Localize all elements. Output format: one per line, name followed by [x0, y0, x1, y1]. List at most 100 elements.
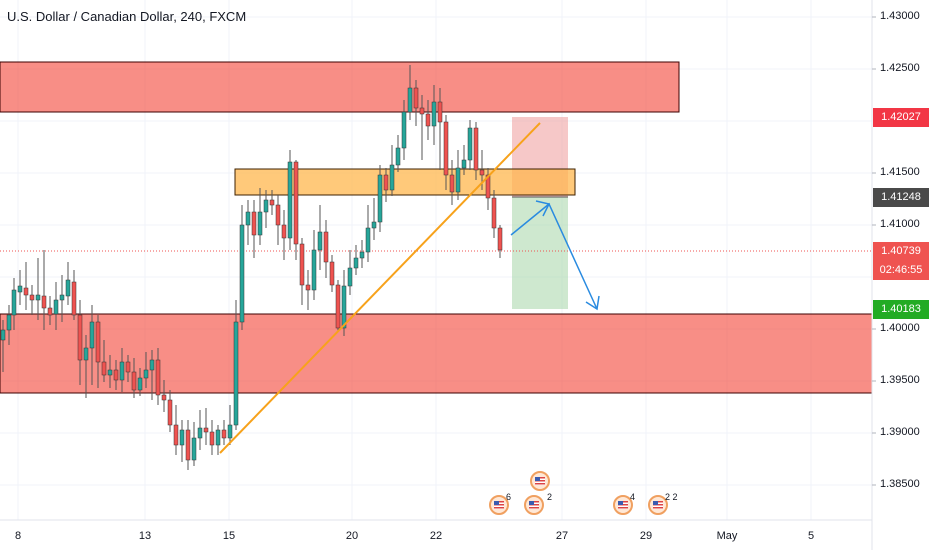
- candle-body: [425, 113, 431, 127]
- candle-body: [41, 295, 47, 309]
- time-tick: 22: [429, 530, 443, 542]
- candle-body: [275, 204, 281, 226]
- candle-body: [209, 431, 215, 446]
- take-profit-zone: [512, 197, 568, 309]
- price-tick: 1.41500: [880, 166, 920, 178]
- candle-body: [185, 429, 191, 461]
- candle-body: [455, 167, 461, 193]
- candle-body: [299, 243, 305, 286]
- us-flag-icon[interactable]: [648, 495, 668, 515]
- candle-body: [6, 314, 12, 331]
- candle-body: [65, 279, 71, 297]
- event-count: 2: [547, 492, 553, 502]
- candle-body: [407, 87, 413, 113]
- candle-body: [449, 174, 455, 193]
- candle-body: [89, 321, 95, 349]
- price-tick: 1.42500: [880, 62, 920, 74]
- candle-body: [203, 427, 209, 433]
- candle-body: [353, 257, 359, 269]
- candle-body: [173, 424, 179, 446]
- candle-body: [365, 227, 371, 253]
- candle-body: [473, 127, 479, 171]
- candle-body: [215, 429, 221, 446]
- price-tick: 1.43000: [880, 10, 920, 22]
- candle-body: [419, 107, 425, 115]
- event-count: 4: [630, 492, 636, 502]
- last-price-tag: 1.40739: [873, 242, 929, 261]
- candle-body: [317, 231, 323, 251]
- candle-body: [347, 267, 353, 287]
- candles: [0, 65, 503, 470]
- candle-body: [389, 164, 395, 191]
- candle-body: [413, 87, 419, 109]
- candle-body: [227, 424, 233, 439]
- price-tick: 1.40000: [880, 322, 920, 334]
- candle-body: [311, 249, 317, 291]
- candle-body: [155, 359, 161, 396]
- candle-body: [431, 101, 437, 127]
- candle-body: [287, 161, 293, 239]
- time-tick: 13: [138, 530, 152, 542]
- candle-body: [191, 437, 197, 461]
- candle-body: [95, 321, 101, 363]
- candle-body: [239, 224, 245, 323]
- candle-body: [233, 321, 239, 426]
- candle-body: [23, 287, 29, 296]
- price-tick: 1.39500: [880, 374, 920, 386]
- lower-price-tag: 1.40183: [873, 300, 929, 319]
- us-flag-icon[interactable]: [489, 495, 509, 515]
- resistance-zone: [0, 61, 680, 113]
- candle-body: [29, 294, 35, 301]
- upper-price-tag: 1.42027: [873, 108, 929, 127]
- candle-body: [335, 284, 341, 329]
- time-tick: 8: [14, 530, 22, 542]
- candle-body: [119, 361, 125, 381]
- candle-body: [305, 284, 311, 291]
- candle-body: [167, 399, 173, 426]
- candle-body: [263, 199, 269, 213]
- candle-body: [443, 121, 449, 176]
- projection-arrow: [510, 200, 600, 311]
- candle-body: [401, 111, 407, 149]
- price-tick: 1.38500: [880, 478, 920, 490]
- support-zone: [0, 313, 873, 394]
- candle-body: [485, 174, 491, 199]
- candle-body: [377, 174, 383, 223]
- entry-price-tag: 1.41248: [873, 188, 929, 207]
- event-count: 2 2: [665, 492, 678, 502]
- candle-body: [461, 159, 467, 169]
- time-tick: 15: [222, 530, 236, 542]
- us-flag-icon[interactable]: [613, 495, 633, 515]
- event-count: 6: [506, 492, 512, 502]
- candle-body: [143, 369, 149, 379]
- candle-body: [59, 294, 65, 301]
- time-tick: 20: [345, 530, 359, 542]
- us-flag-icon[interactable]: [530, 471, 550, 491]
- candle-body: [383, 174, 389, 191]
- candle-body: [47, 307, 53, 316]
- candle-body: [197, 427, 203, 439]
- price-tick: 1.41000: [880, 218, 920, 230]
- candle-body: [107, 369, 113, 376]
- candle-body: [35, 294, 41, 301]
- candle-body: [125, 361, 131, 373]
- candle-body: [491, 197, 497, 229]
- us-flag-icon[interactable]: [524, 495, 544, 515]
- candle-body: [149, 359, 155, 371]
- candle-body: [269, 199, 275, 206]
- candle-body: [323, 231, 329, 263]
- candle-body: [329, 261, 335, 286]
- entry-zone: [234, 168, 576, 196]
- candle-body: [437, 101, 443, 123]
- candle-body: [83, 347, 89, 361]
- candle-body: [479, 169, 485, 176]
- candle-body: [467, 127, 473, 161]
- candle-body: [341, 285, 347, 329]
- candle-body: [71, 281, 77, 316]
- price-tick: 1.39000: [880, 426, 920, 438]
- candle-body: [245, 211, 251, 226]
- candle-body: [161, 394, 167, 401]
- candle-body: [0, 329, 6, 341]
